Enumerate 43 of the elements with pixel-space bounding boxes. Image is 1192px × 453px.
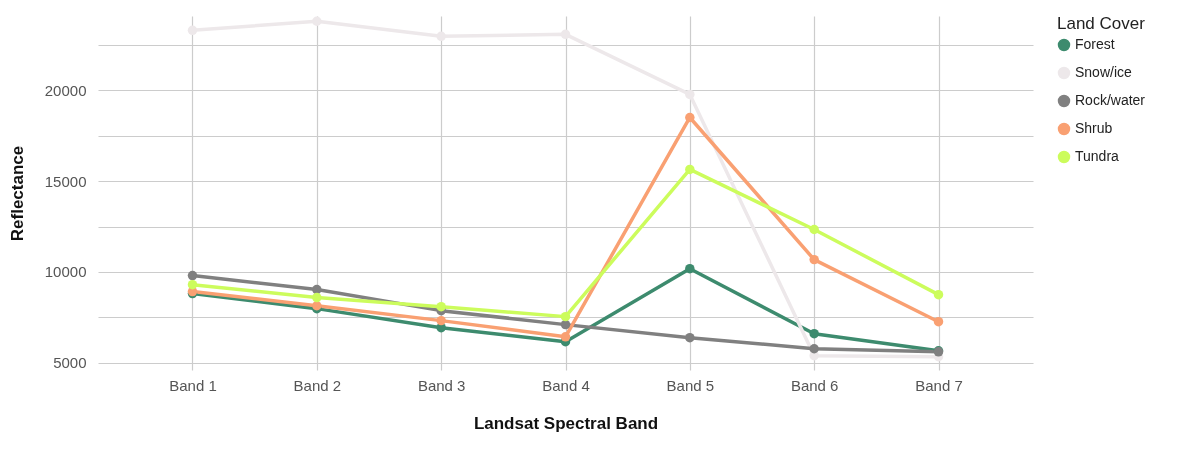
point <box>809 328 819 339</box>
y-tick-label: 5000 <box>53 354 87 372</box>
point <box>436 301 446 312</box>
point <box>560 29 571 40</box>
legend-label: Forest <box>1075 36 1115 52</box>
x-tick-label: Band 2 <box>293 376 342 394</box>
point <box>809 344 819 354</box>
point <box>187 25 198 36</box>
point <box>436 31 446 42</box>
point <box>187 270 198 281</box>
y-tick-label: 10000 <box>44 263 87 281</box>
point <box>809 254 819 265</box>
point <box>436 315 446 326</box>
legend-title: Land Cover <box>1057 14 1146 33</box>
point <box>685 112 695 123</box>
x-tick-label: Band 3 <box>417 376 466 394</box>
point <box>187 279 198 290</box>
x-tick-label: Band 1 <box>169 376 217 394</box>
legend-label: Rock/water <box>1075 92 1146 108</box>
point <box>933 289 944 300</box>
x-tick-label: Band 4 <box>542 376 590 394</box>
y-axis-title: Reflectance <box>7 145 27 242</box>
legend-label: Snow/ice <box>1075 64 1133 80</box>
point <box>685 263 695 274</box>
x-tick-label: Band 7 <box>915 376 963 394</box>
point <box>312 284 322 295</box>
point <box>685 332 695 343</box>
point <box>560 332 571 342</box>
point <box>312 292 322 303</box>
point <box>685 89 695 100</box>
point <box>809 224 819 235</box>
x-tick-label: Band 5 <box>666 376 715 394</box>
point <box>685 164 695 175</box>
y-tick-label: 20000 <box>44 81 87 99</box>
point <box>560 311 571 322</box>
point <box>312 16 322 26</box>
y-tick-label: 15000 <box>44 172 87 190</box>
legend-label: Shrub <box>1075 120 1113 136</box>
x-tick-label: Band 6 <box>790 376 839 394</box>
point <box>933 316 944 327</box>
point <box>560 319 571 330</box>
x-axis-title: Landsat Spectral Band <box>473 413 659 433</box>
legend-label: Tundra <box>1075 148 1120 164</box>
